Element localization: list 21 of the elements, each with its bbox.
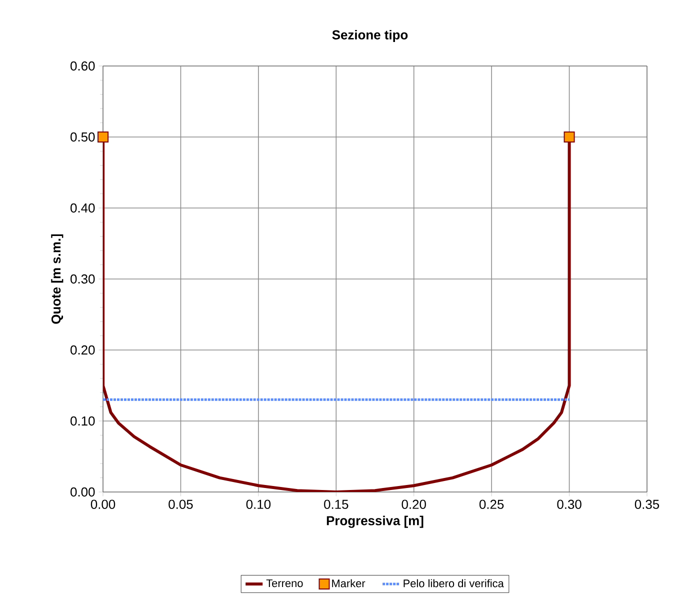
legend-label: Marker bbox=[332, 579, 366, 588]
x-tick-label: 0.10 bbox=[246, 500, 271, 509]
y-tick-label: 0.10 bbox=[70, 416, 95, 426]
x-tick-label: 0.30 bbox=[557, 500, 582, 509]
legend-label: Pelo libero di verifica bbox=[404, 579, 504, 588]
x-tick-label: 0.35 bbox=[634, 500, 660, 509]
legend-label: Terreno bbox=[266, 579, 303, 588]
x-tick-label: 0.05 bbox=[168, 500, 193, 509]
x-tick-label: 0.20 bbox=[402, 500, 426, 509]
x-tick-label: 0.25 bbox=[479, 500, 504, 509]
y-axis-title: Quote [m s.m.] bbox=[51, 234, 64, 324]
y-tick-label: 0.30 bbox=[70, 274, 95, 284]
y-tick-label: 0.00 bbox=[70, 487, 95, 497]
y-tick-label: 0.20 bbox=[70, 345, 95, 355]
x-axis-title: Progressiva [m] bbox=[326, 516, 424, 528]
chart-title: Sezione tipo bbox=[332, 30, 408, 42]
y-tick-label: 0.60 bbox=[70, 61, 95, 71]
x-tick-label: 0.15 bbox=[324, 500, 348, 509]
y-tick-label: 0.50 bbox=[70, 132, 95, 142]
y-tick-label: 0.40 bbox=[70, 203, 95, 213]
x-tick-label: 0.00 bbox=[90, 500, 116, 509]
